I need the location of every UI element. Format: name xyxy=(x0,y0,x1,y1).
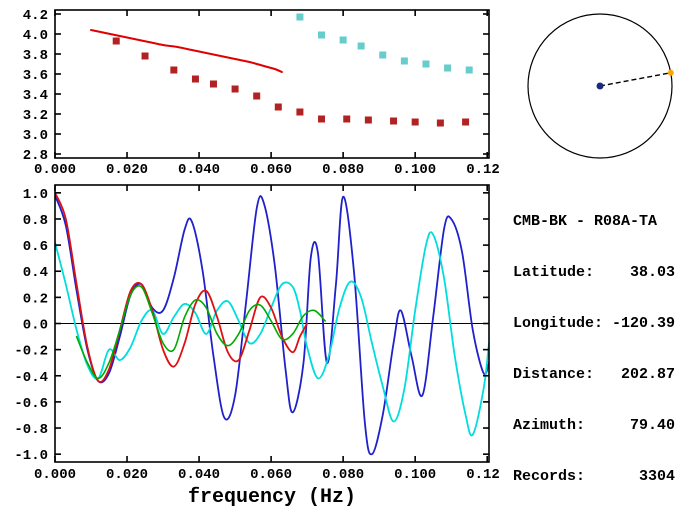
y-tick-label: 0.0 xyxy=(23,318,48,334)
y-tick-label: -0.6 xyxy=(14,396,48,412)
point-group-velocity-measurements xyxy=(170,66,178,74)
point-phase-velocity-measurements xyxy=(357,42,365,50)
x-tick-label: 0.120 xyxy=(466,162,500,178)
records-readout: Records: 3304 xyxy=(513,468,676,485)
point-group-velocity-measurements xyxy=(112,37,120,45)
x-tick-label: 0.060 xyxy=(250,467,292,483)
point-group-velocity-measurements xyxy=(141,52,149,60)
point-phase-velocity-measurements xyxy=(296,13,304,21)
point-group-velocity-measurements xyxy=(364,116,372,124)
y-tick-label: 3.2 xyxy=(23,108,48,124)
dispersion-plot: 0.000 0.020 0.040 0.060 0.080 0.100 0.120 2.8 3.… xyxy=(23,8,500,178)
point-group-velocity-measurements xyxy=(343,115,351,123)
point-group-velocity-measurements xyxy=(390,117,398,125)
x-tick-label: 0.000 xyxy=(34,162,76,178)
point-phase-velocity-measurements xyxy=(400,57,408,65)
point-group-velocity-measurements xyxy=(296,108,304,116)
longitude-readout: Longitude: -120.39 xyxy=(513,315,676,332)
series-model-correlation-green xyxy=(75,285,326,380)
point-group-velocity-measurements xyxy=(462,118,470,126)
point-phase-velocity-measurements xyxy=(339,36,347,44)
y-tick-label: 0.2 xyxy=(23,291,48,307)
x-tick-label: 0.040 xyxy=(178,467,220,483)
azimuth-readout: Azimuth: 79.40 xyxy=(513,417,676,434)
point-group-velocity-measurements xyxy=(274,103,282,111)
azimuth-circle xyxy=(527,13,673,159)
y-tick-label: 1.0 xyxy=(23,187,48,203)
x-tick-label: 0.020 xyxy=(106,467,148,483)
station-pair-label: CMB-BK - R08A-TA xyxy=(513,213,658,230)
x-tick-label: 0.060 xyxy=(250,162,292,178)
y-tick-label: -0.8 xyxy=(14,422,48,438)
point-group-velocity-measurements xyxy=(436,119,444,127)
y-tick-label: 3.4 xyxy=(23,88,48,104)
series-observed-correlation-cyan xyxy=(55,231,489,437)
x-axis-label: frequency (Hz) xyxy=(188,486,356,509)
point-phase-velocity-measurements xyxy=(318,31,326,39)
point-group-velocity-measurements xyxy=(253,92,261,100)
target-station-dot xyxy=(667,69,674,76)
x-tick-label: 0.120 xyxy=(466,467,500,483)
y-tick-label: 0.6 xyxy=(23,239,48,255)
x-tick-label: 0.080 xyxy=(322,162,364,178)
point-phase-velocity-measurements xyxy=(422,60,430,68)
y-tick-label: 3.0 xyxy=(23,128,48,144)
distance-readout: Distance: 202.87 xyxy=(513,366,676,383)
y-tick-label: 2.8 xyxy=(23,148,48,164)
x-tick-label: 0.100 xyxy=(394,467,436,483)
series-model-dispersion-curve xyxy=(90,29,283,73)
y-tick-label: 0.8 xyxy=(23,213,48,229)
point-group-velocity-measurements xyxy=(318,115,326,123)
y-tick-label: 4.0 xyxy=(23,28,48,44)
series-observed-correlation-blue xyxy=(55,194,489,456)
series-model-correlation-red xyxy=(55,191,309,383)
latitude-readout: Latitude: 38.03 xyxy=(513,264,676,281)
x-tick-label: 0.080 xyxy=(322,467,364,483)
y-tick-label: 3.6 xyxy=(23,68,48,84)
x-tick-label: 0.020 xyxy=(106,162,148,178)
y-tick-label: 4.2 xyxy=(23,8,48,24)
point-phase-velocity-measurements xyxy=(444,64,452,72)
y-tick-label: 0.4 xyxy=(23,265,48,281)
y-tick-label: -0.2 xyxy=(14,344,48,360)
point-group-velocity-measurements xyxy=(209,80,217,88)
point-phase-velocity-measurements xyxy=(465,66,473,74)
x-tick-label: 0.000 xyxy=(34,467,76,483)
y-tick-label: 3.8 xyxy=(23,48,48,64)
y-tick-label: -0.4 xyxy=(14,370,48,386)
point-group-velocity-measurements xyxy=(191,75,199,83)
source-station-dot xyxy=(596,82,604,90)
azimuth-diagram xyxy=(527,13,674,159)
x-tick-label: 0.040 xyxy=(178,162,220,178)
y-tick-label: -1.0 xyxy=(14,448,48,464)
azimuth-ray xyxy=(599,72,671,87)
station-info-block: CMB-BK - R08A-TA Latitude: 38.03 Longitu… xyxy=(513,179,675,519)
correlation-plot: 0.000 0.020 0.040 0.060 0.080 0.100 0.120 -1.0 -… xyxy=(14,184,500,509)
point-group-velocity-measurements xyxy=(411,118,419,126)
plot-frame xyxy=(54,9,490,159)
x-tick-label: 0.100 xyxy=(394,162,436,178)
point-group-velocity-measurements xyxy=(231,85,239,93)
point-phase-velocity-measurements xyxy=(379,51,387,59)
